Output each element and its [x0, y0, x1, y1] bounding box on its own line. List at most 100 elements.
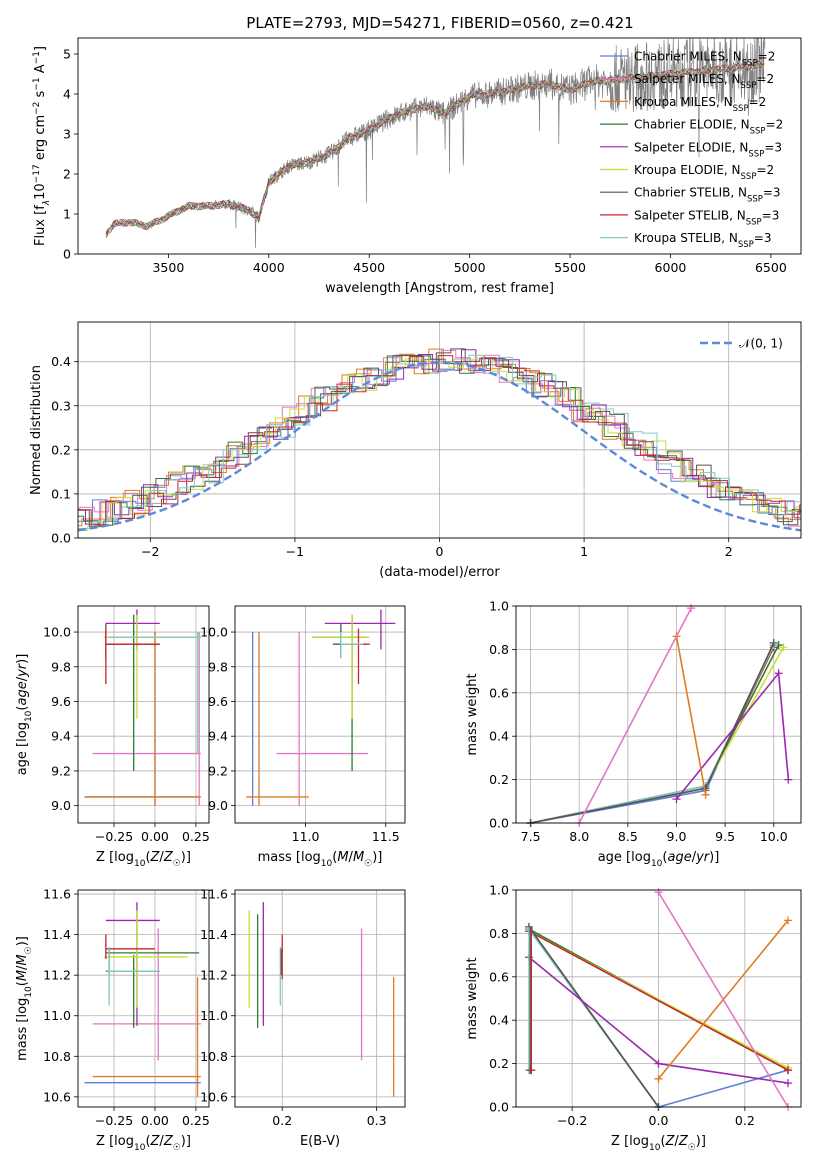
x-tick-label: 8.5 — [618, 829, 638, 844]
y-tick-label: 10.6 — [43, 1089, 71, 1104]
x-tick-label: −2 — [141, 544, 159, 559]
y-tick-label: 0.1 — [51, 486, 71, 501]
weight-marker — [654, 1059, 663, 1068]
weight-line — [675, 636, 707, 795]
y-tick-label: 1 — [63, 207, 71, 222]
panel-spectrum: 3500 4000 4500 5000 5500 6000 6500 0 1 2 3 4 5 wavele… — [32, 37, 802, 296]
y-tick-label: 0.8 — [489, 642, 509, 657]
weight-marker — [687, 604, 696, 613]
y-tick-label: 0.8 — [489, 926, 509, 941]
x-tick-label: 4500 — [353, 260, 385, 275]
x-axis-label: Z [log10(Z/Z☉)] — [611, 1134, 706, 1153]
y-tick-label: 11.0 — [200, 1008, 228, 1023]
model-spectrum-line — [105, 61, 765, 232]
weight-marker — [784, 775, 793, 784]
y-tick-label: 11.0 — [43, 1008, 71, 1023]
y-tick-label: 9.4 — [208, 729, 228, 744]
axes-frame — [515, 605, 802, 824]
x-tick-label: 0.00 — [141, 829, 169, 844]
y-tick-label: 9.0 — [51, 798, 71, 813]
y-tick-label: 11.6 — [200, 887, 228, 902]
weight-marker — [701, 790, 710, 799]
y-tick-label: 9.8 — [208, 659, 228, 674]
x-axis-label: wavelength [Angstrom, rest frame] — [325, 281, 554, 296]
histogram-step-line — [78, 348, 801, 527]
y-tick-label: 1.0 — [489, 599, 509, 614]
x-tick-label: 6500 — [755, 260, 787, 275]
x-tick-label: 7.5 — [521, 829, 541, 844]
legend-label: Chabrier STELIB, NSSP=3 — [634, 186, 781, 205]
weight-line — [528, 930, 789, 1071]
y-tick-label: 10.8 — [200, 1049, 228, 1064]
weight-line — [530, 642, 775, 824]
x-tick-label: −1 — [286, 544, 304, 559]
panel-mass_vs_Z: −0.25 0.00 0.25 10.6 10.8 11.0 11.2 11.4 11.6 Z [… — [15, 887, 210, 1153]
x-tick-label: 6000 — [655, 260, 687, 275]
axes-frame — [77, 889, 210, 1108]
histogram-step-line — [78, 355, 801, 526]
histogram-step-line — [78, 348, 801, 527]
x-axis-label: E(B-V) — [300, 1134, 340, 1149]
y-tick-label: 1.0 — [489, 883, 509, 898]
y-tick-label: 10.8 — [43, 1049, 71, 1064]
x-tick-label: 8.0 — [569, 829, 589, 844]
weight-line — [578, 607, 692, 824]
axes-frame — [77, 605, 210, 824]
legend-label: Salpeter ELODIE, NSSP=3 — [634, 140, 782, 159]
histogram-step-line — [78, 355, 801, 526]
weight-marker — [784, 1066, 793, 1075]
weight-marker — [654, 888, 663, 897]
y-tick-label: 0.6 — [489, 685, 509, 700]
legend-label: Kroupa ELODIE, NSSP=2 — [634, 163, 774, 182]
y-tick-label: 0.4 — [489, 729, 509, 744]
figure-title: PLATE=2793, MJD=54271, FIBERID=0560, z=0… — [246, 14, 633, 32]
y-tick-label: 10.0 — [200, 625, 228, 640]
weight-marker — [779, 643, 788, 652]
x-tick-label: −0.2 — [557, 1113, 587, 1128]
x-tick-label: 0.3 — [367, 1113, 387, 1128]
weight-marker — [784, 1079, 793, 1088]
x-tick-label: 0.00 — [141, 1113, 169, 1128]
panel-age_vs_mass: 11.0 11.5 9.0 9.2 9.4 9.6 9.8 10.0 mass [log10(M… — [200, 605, 406, 869]
weight-line — [530, 644, 775, 824]
spectrum-plot-area — [105, 38, 766, 249]
x-tick-label: 10.0 — [760, 829, 788, 844]
normal-distribution-curve — [78, 360, 801, 532]
panel-weight_vs_age: 7.5 8.0 8.5 9.0 9.5 10.0 0.0 0.2 0.4 0.6 0.8 1.0 age… — [465, 599, 802, 869]
x-tick-label: 0 — [436, 544, 444, 559]
axes-frame — [77, 321, 802, 539]
x-tick-label: 11.0 — [292, 829, 320, 844]
x-tick-label: 0.25 — [182, 1113, 210, 1128]
x-tick-label: 3500 — [152, 260, 184, 275]
axes-frame — [515, 889, 802, 1108]
legend-label: Kroupa MILES, NSSP=2 — [634, 95, 766, 114]
y-tick-label: 11.2 — [200, 968, 228, 983]
x-tick-label: 11.5 — [372, 829, 400, 844]
legend-label: Kroupa STELIB, NSSP=3 — [634, 231, 772, 250]
x-tick-label: 9.0 — [667, 829, 687, 844]
x-tick-label: 0.2 — [735, 1113, 755, 1128]
panel-residuals: −2 −1 0 1 2 0.0 0.1 0.2 0.3 0.4 (data-model)/error… — [29, 321, 802, 580]
y-tick-label: 10.6 — [200, 1089, 228, 1104]
weight-marker — [654, 1074, 663, 1083]
axes-frame — [234, 889, 406, 1108]
y-tick-label: 9.6 — [51, 694, 71, 709]
x-tick-label: 0.25 — [182, 829, 210, 844]
x-axis-label: Z [log10(Z/Z☉)] — [96, 850, 191, 869]
y-axis-label: Normed distribution — [29, 365, 44, 495]
y-tick-label: 0.6 — [489, 969, 509, 984]
y-tick-label: 0.0 — [489, 1100, 509, 1115]
y-tick-label: 9.2 — [208, 763, 228, 778]
y-tick-label: 3 — [63, 127, 71, 142]
y-tick-label: 10.0 — [43, 625, 71, 640]
y-tick-label: 0.0 — [51, 531, 71, 546]
legend-label: Chabrier ELODIE, NSSP=2 — [634, 118, 783, 137]
x-tick-label: −0.25 — [95, 829, 133, 844]
axes-frame — [77, 37, 802, 255]
y-tick-label: 9.6 — [208, 694, 228, 709]
x-axis-label: age [log10(age/yr)] — [598, 850, 720, 869]
y-tick-label: 0.4 — [489, 1013, 509, 1028]
x-tick-label: 0.0 — [649, 1113, 669, 1128]
y-axis-label: mass [log10(M/M☉)] — [15, 936, 34, 1061]
